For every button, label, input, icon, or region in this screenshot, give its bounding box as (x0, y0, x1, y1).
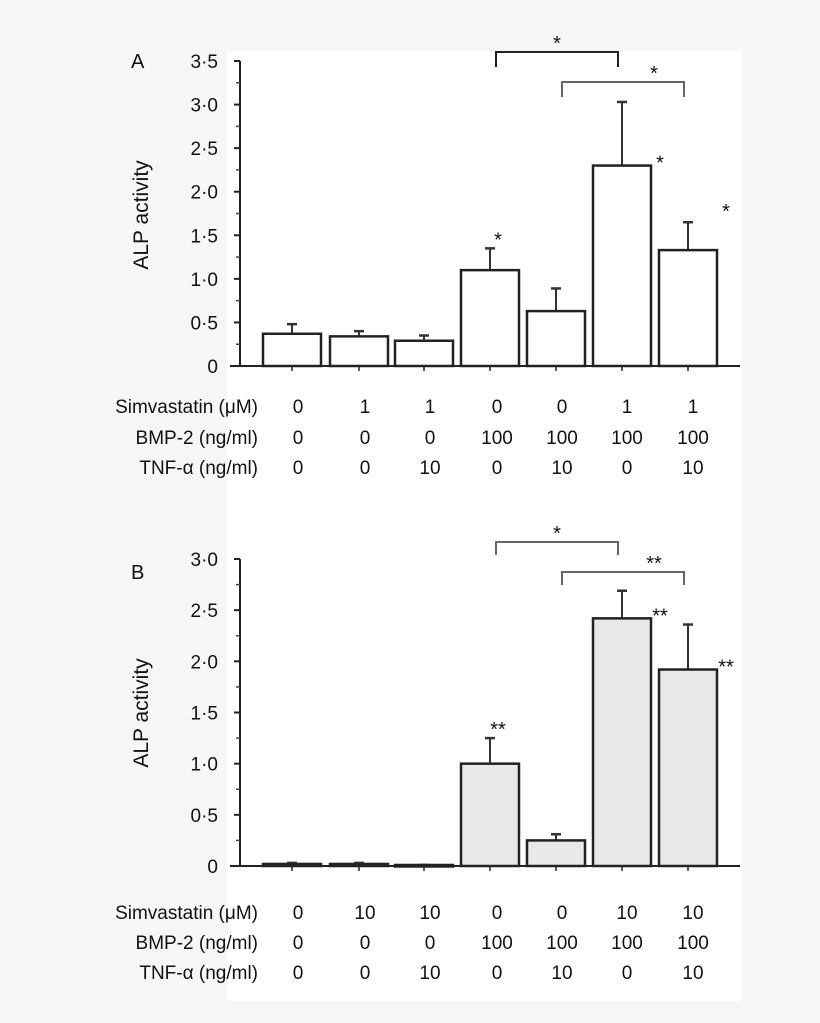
condition-value: 0 (557, 397, 568, 418)
significance-marker: * (494, 229, 502, 251)
condition-value: 0 (293, 458, 304, 479)
y-tick-label: 2·5 (191, 601, 218, 622)
comparison-marker: * (553, 523, 561, 545)
condition-value: 100 (481, 428, 513, 449)
condition-value: 0 (492, 903, 503, 924)
condition-value: 0 (360, 428, 371, 449)
condition-value: 0 (293, 963, 304, 984)
panel-label: A (131, 51, 145, 73)
y-tick-label: 3·5 (191, 52, 218, 73)
condition-value: 100 (546, 428, 578, 449)
condition-value: 100 (677, 933, 709, 954)
comparison-bracket (495, 541, 619, 555)
bar (459, 762, 521, 868)
comparison-marker: * (553, 33, 561, 55)
condition-value: 0 (492, 458, 503, 479)
bar (261, 332, 323, 368)
bar (591, 617, 653, 868)
bar (657, 668, 719, 868)
condition-value: 0 (293, 428, 304, 449)
bar (657, 248, 719, 368)
condition-value: 0 (492, 397, 503, 418)
condition-value: 0 (293, 903, 304, 924)
bar (459, 268, 521, 368)
comparison-marker: * (650, 63, 658, 85)
condition-value: 10 (682, 963, 703, 984)
condition-label: BMP-2 (ng/ml) (136, 428, 258, 449)
condition-value: 0 (293, 933, 304, 954)
comparison-bracket (561, 571, 685, 585)
condition-value: 10 (682, 903, 703, 924)
significance-marker: ** (652, 605, 668, 627)
comparison-bracket (561, 81, 685, 97)
significance-marker: * (656, 153, 664, 175)
chart-a: A ALP activity 0 0·5 1·0 1·5 2·0 2·5 3·0 3·5 * * * * *… (115, 33, 740, 479)
bar (328, 862, 390, 868)
condition-value: 100 (611, 933, 643, 954)
condition-value: 10 (616, 903, 637, 924)
y-tick-label: 3·0 (191, 96, 218, 117)
significance-marker: ** (718, 657, 734, 679)
condition-value: 0 (425, 933, 436, 954)
y-tick-label: 0 (207, 357, 218, 378)
bar (525, 309, 587, 368)
panel-label: B (131, 562, 144, 584)
condition-label: Simvastatin (μM) (115, 903, 258, 924)
comparison-marker: ** (646, 553, 662, 575)
condition-label: BMP-2 (ng/ml) (136, 933, 258, 954)
condition-value: 0 (293, 397, 304, 418)
bar (591, 164, 653, 368)
y-tick-label: 0·5 (191, 313, 218, 334)
bar (328, 335, 390, 368)
condition-label: Simvastatin (μM) (115, 397, 258, 418)
comparison-bracket (495, 51, 619, 67)
condition-value: 0 (622, 458, 633, 479)
condition-value: 0 (360, 458, 371, 479)
condition-value: 0 (425, 428, 436, 449)
condition-value: 0 (492, 963, 503, 984)
condition-value: 0 (622, 963, 633, 984)
condition-label: TNF-α (ng/ml) (139, 963, 258, 984)
bar (525, 839, 587, 868)
condition-value: 1 (688, 397, 699, 418)
y-tick-label: 1·5 (191, 226, 218, 247)
condition-value: 100 (481, 933, 513, 954)
condition-value: 10 (419, 458, 440, 479)
y-tick-label: 2·0 (191, 652, 218, 673)
condition-value: 1 (360, 397, 371, 418)
bar (393, 339, 455, 368)
condition-value: 100 (546, 933, 578, 954)
condition-value: 0 (360, 963, 371, 984)
bar (261, 862, 323, 868)
y-axis-label: ALP activity (130, 658, 153, 768)
condition-value: 0 (557, 903, 568, 924)
condition-value: 10 (551, 458, 572, 479)
condition-value: 10 (551, 963, 572, 984)
y-tick-label: 1·0 (191, 755, 218, 776)
y-tick-label: 1·0 (191, 270, 218, 291)
y-axis-label: ALP activity (130, 160, 153, 270)
significance-marker: * (722, 201, 730, 223)
condition-value: 10 (354, 903, 375, 924)
y-tick-label: 1·5 (191, 704, 218, 725)
y-tick-label: 0·5 (191, 806, 218, 827)
y-tick-label: 3·0 (191, 550, 218, 571)
condition-value: 0 (360, 933, 371, 954)
y-tick-label: 0 (207, 857, 218, 878)
y-tick-label: 2·0 (191, 183, 218, 204)
condition-value: 10 (419, 903, 440, 924)
significance-marker: ** (490, 719, 506, 741)
condition-label: TNF-α (ng/ml) (139, 458, 258, 479)
condition-value: 1 (425, 397, 436, 418)
condition-value: 100 (611, 428, 643, 449)
y-tick-label: 2·5 (191, 139, 218, 160)
condition-value: 10 (419, 963, 440, 984)
condition-value: 10 (682, 458, 703, 479)
condition-value: 100 (677, 428, 709, 449)
condition-value: 1 (622, 397, 633, 418)
